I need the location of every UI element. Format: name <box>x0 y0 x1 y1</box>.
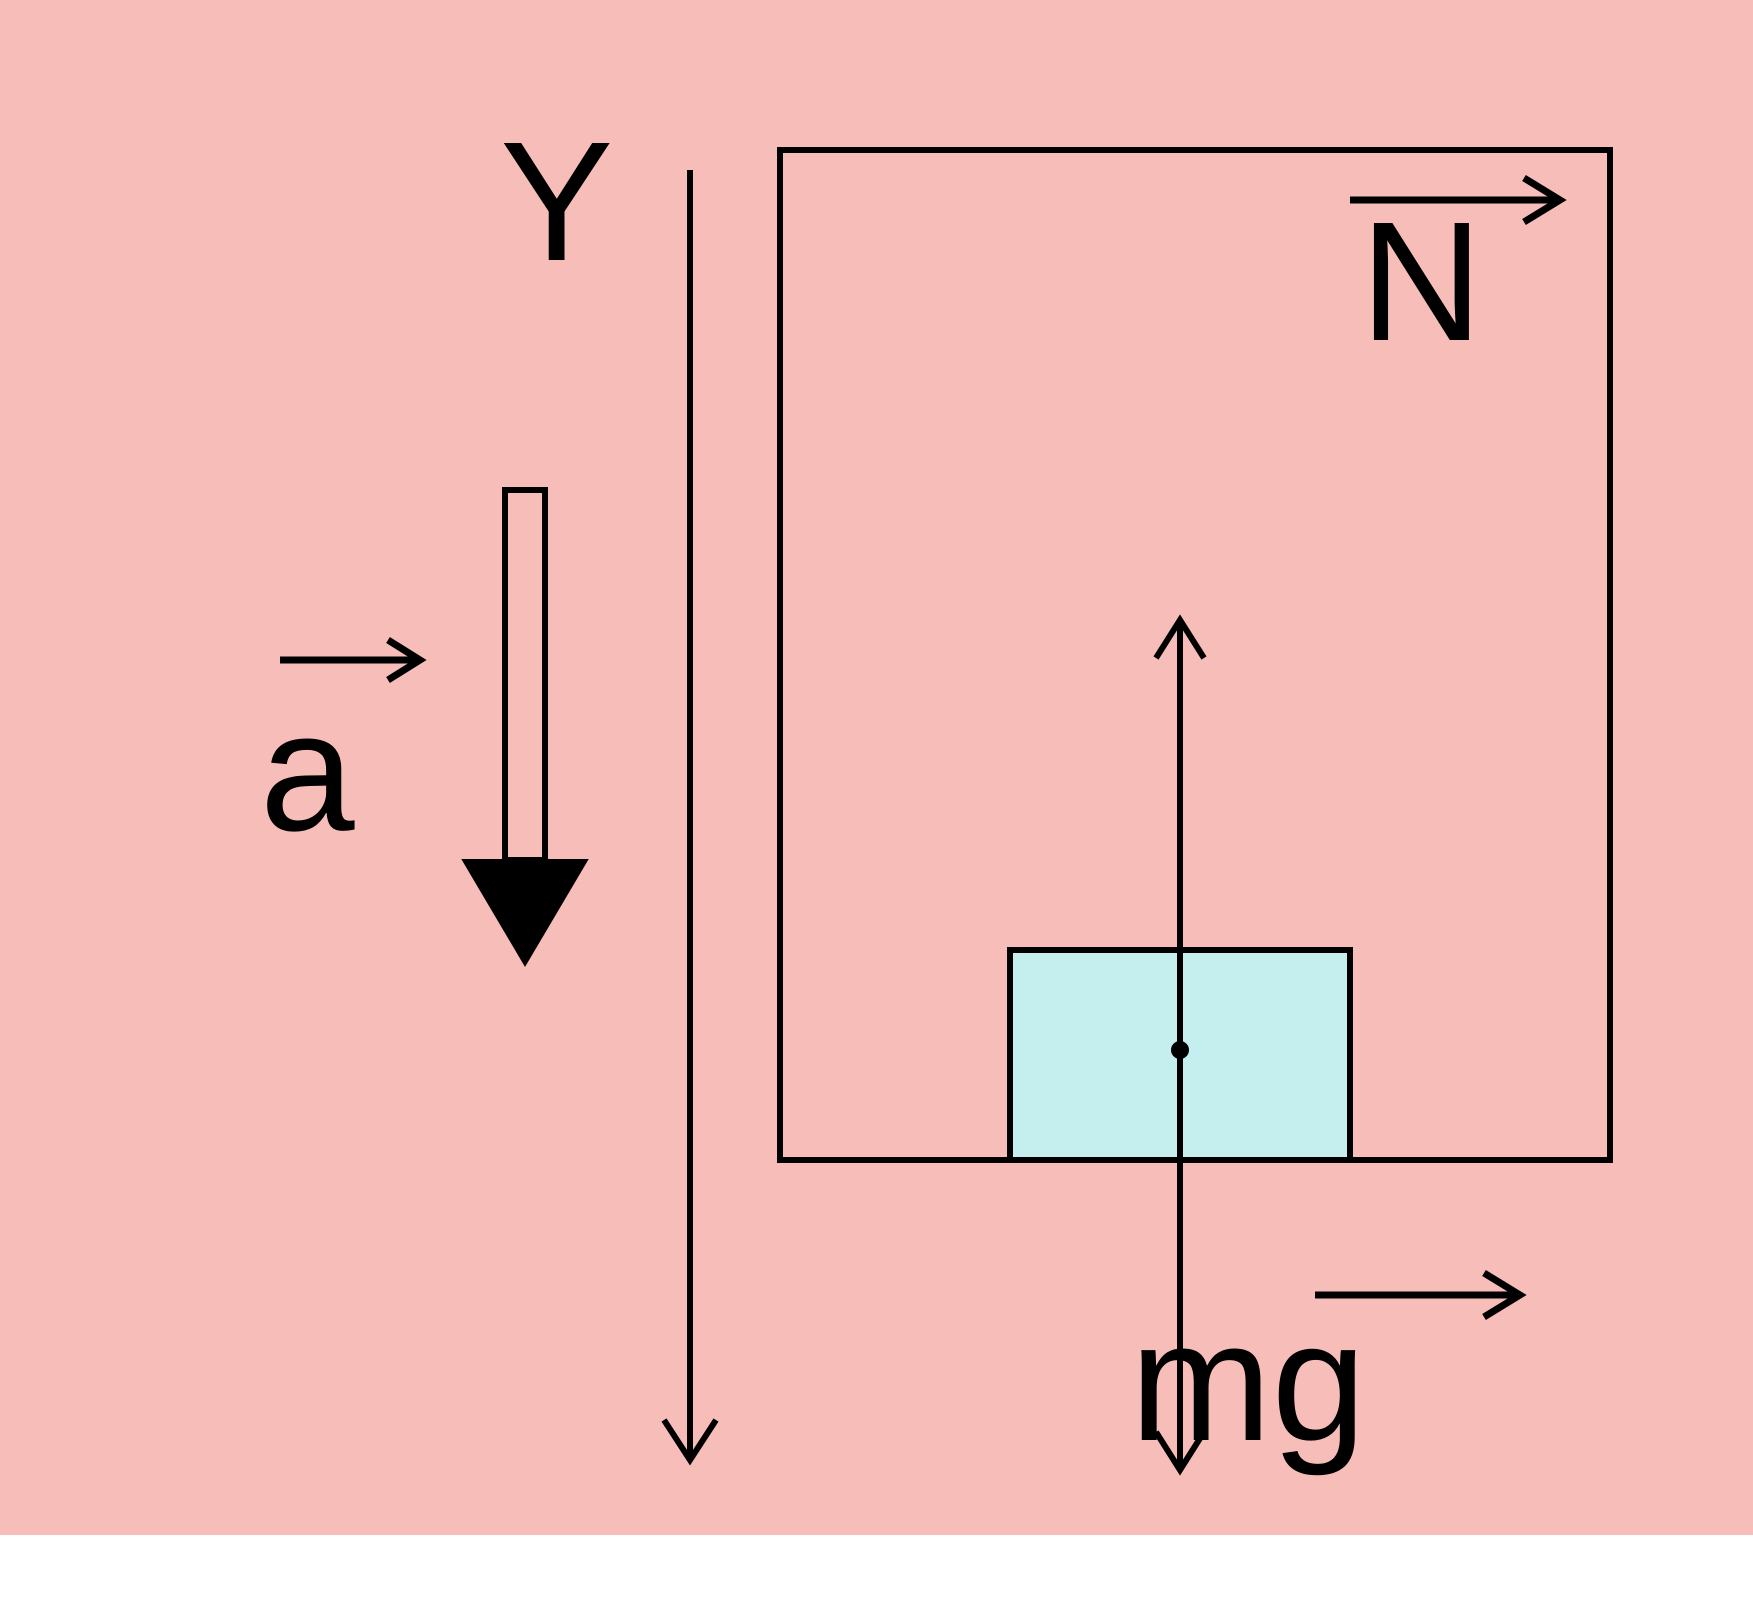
mass-center-dot <box>1171 1041 1189 1059</box>
label-N: N <box>1360 187 1483 377</box>
label-a: a <box>260 677 355 867</box>
label-mg: mg <box>1130 1287 1366 1477</box>
label-Y: Y <box>500 107 613 297</box>
acceleration-arrow-shaft <box>505 490 545 860</box>
